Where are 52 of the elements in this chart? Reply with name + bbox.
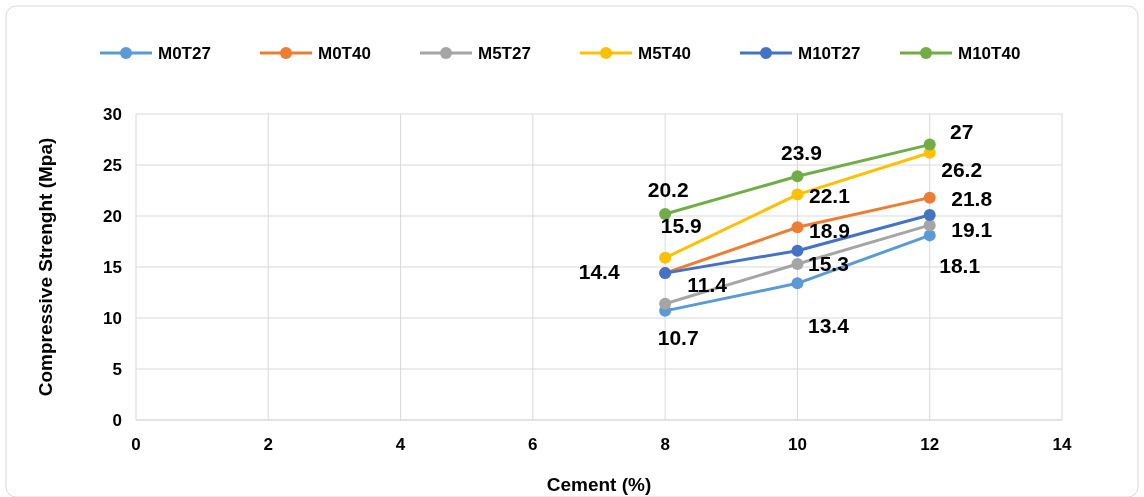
data-label: 15.9 — [660, 214, 702, 238]
y-tick-label: 15 — [103, 257, 122, 277]
point — [791, 221, 804, 234]
x-tick-label: 6 — [528, 435, 538, 454]
legend-label: M10T40 — [958, 43, 1021, 63]
data-label: 23.9 — [780, 140, 822, 164]
data-label: 11.4 — [687, 273, 728, 297]
y-tick-label: 0 — [112, 410, 122, 430]
point — [923, 219, 936, 232]
x-axis-title: Cement (%) — [546, 474, 652, 495]
point — [791, 188, 804, 201]
data-label: 10.7 — [657, 326, 699, 350]
data-label: 20.2 — [647, 178, 689, 202]
x-tick-label: 8 — [660, 435, 670, 454]
x-tick-label: 2 — [263, 435, 274, 454]
data-label: 27 — [950, 119, 974, 143]
data-label: 13.4 — [807, 313, 850, 337]
data-label: 18.9 — [808, 218, 850, 242]
legend-label: M0T40 — [318, 43, 371, 63]
data-label: 14.4 — [578, 260, 620, 284]
x-tick-label: 14 — [1052, 435, 1072, 454]
y-tick-label: 5 — [112, 359, 122, 379]
legend-label: M0T27 — [158, 43, 211, 63]
point — [791, 170, 804, 183]
legend-label: M10T27 — [798, 43, 861, 63]
point — [791, 277, 804, 290]
x-tick-label: 0 — [131, 435, 141, 454]
data-label: 19.1 — [951, 217, 993, 241]
y-axis-title: Compressive Strenght (Mpa) — [35, 137, 56, 397]
point — [791, 257, 804, 270]
x-tick-label: 10 — [787, 435, 807, 454]
y-tick-label: 10 — [103, 308, 122, 328]
data-label: 22.1 — [808, 183, 851, 207]
legend-label: M5T27 — [478, 43, 531, 63]
point — [791, 244, 804, 257]
point — [659, 207, 672, 220]
data-label: 15.3 — [807, 252, 849, 276]
point — [923, 191, 936, 204]
point — [923, 208, 936, 221]
x-tick-label: 12 — [920, 435, 940, 454]
legend-label: M5T40 — [638, 43, 691, 63]
data-label: 18.1 — [939, 253, 981, 277]
point — [659, 251, 672, 264]
y-tick-label: 20 — [103, 206, 122, 226]
x-tick-label: 4 — [395, 435, 406, 454]
point — [659, 297, 672, 310]
y-tick-label: 25 — [103, 155, 122, 175]
data-label: 21.8 — [951, 186, 993, 210]
point — [923, 138, 936, 151]
data-label: 26.2 — [941, 158, 983, 182]
y-tick-label: 30 — [103, 104, 122, 124]
point — [923, 229, 936, 242]
